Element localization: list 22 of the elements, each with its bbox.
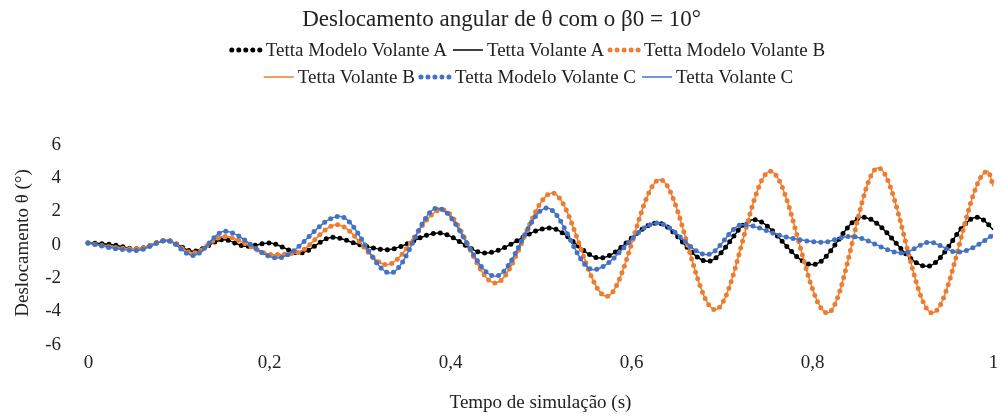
y-tick-label: 2 bbox=[51, 199, 61, 221]
y-tick-label: 6 bbox=[51, 132, 61, 154]
legend-label: Tetta Volante B bbox=[297, 66, 415, 87]
legend-label: Tetta Modelo Volante C bbox=[454, 66, 637, 87]
x-tick-label: 0,6 bbox=[619, 350, 644, 372]
legend-label: Tetta Modelo Volante A bbox=[265, 39, 448, 60]
x-tick-label: 1 bbox=[988, 350, 999, 372]
x-tick-label: 0,2 bbox=[257, 350, 282, 372]
chart-title: Deslocamento angular de θ com o β0 = 10° bbox=[302, 6, 701, 31]
y-tick-label: 4 bbox=[51, 165, 62, 187]
y-axis-title: Deslocamento θ (°) bbox=[11, 169, 33, 317]
legend-label: Tetta Volante C bbox=[676, 66, 794, 87]
x-tick-label: 0,4 bbox=[438, 350, 463, 372]
y-tick-label: -4 bbox=[45, 299, 62, 321]
y-tick-label: -2 bbox=[45, 265, 61, 287]
x-axis-title: Tempo de simulação (s) bbox=[449, 391, 632, 413]
legend-label: Tetta Volante A bbox=[486, 39, 605, 60]
legend-label: Tetta Modelo Volante B bbox=[644, 39, 826, 60]
y-tick-label: -6 bbox=[45, 332, 61, 354]
y-tick-label: 0 bbox=[51, 232, 61, 254]
x-tick-label: 0 bbox=[83, 350, 94, 372]
x-tick-label: 0,8 bbox=[800, 350, 825, 372]
